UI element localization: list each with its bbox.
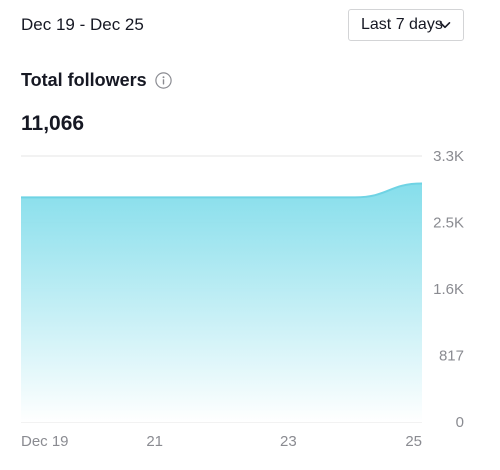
info-icon[interactable] xyxy=(154,71,172,89)
area-line xyxy=(20,182,423,199)
y-axis-ticks: 0 817 1.6K 2.5K 3.3K xyxy=(433,148,464,431)
followers-area-chart: 0 817 1.6K 2.5K 3.3K Dec 19 21 23 25 xyxy=(20,148,464,450)
x-tick-label: Dec 19 xyxy=(21,433,69,450)
x-axis-ticks: Dec 19 21 23 25 xyxy=(21,433,422,450)
area-series xyxy=(20,182,423,422)
y-tick-label: 2.5K xyxy=(433,215,464,232)
metric-title: Total followers xyxy=(21,69,172,91)
y-tick-label: 1.6K xyxy=(433,281,464,298)
metric-value: 11,066 xyxy=(21,112,85,135)
metric-title-text: Total followers xyxy=(21,70,147,90)
y-tick-label: 817 xyxy=(439,348,464,365)
chevron-down-icon xyxy=(439,22,451,29)
x-tick-label: 25 xyxy=(405,433,422,450)
y-tick-label: 3.3K xyxy=(433,148,464,165)
date-range-dropdown[interactable]: Last 7 days xyxy=(348,9,464,41)
x-tick-label: 23 xyxy=(280,433,297,450)
date-range-dropdown-label: Last 7 days xyxy=(361,16,443,33)
x-tick-label: 21 xyxy=(146,433,163,450)
date-range-label: Dec 19 - Dec 25 xyxy=(21,15,144,34)
area-fill xyxy=(21,183,422,422)
y-tick-label: 0 xyxy=(456,414,464,431)
